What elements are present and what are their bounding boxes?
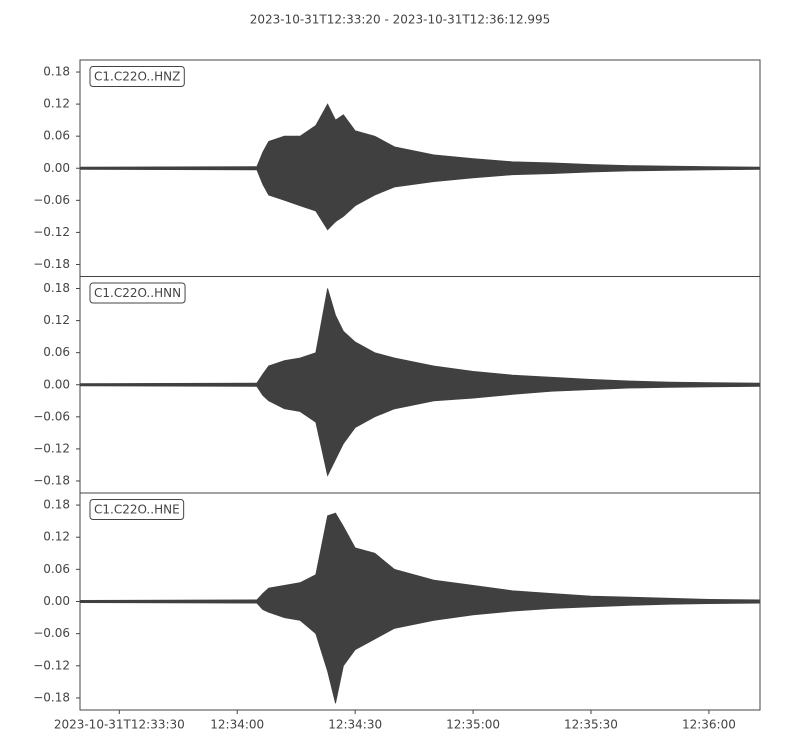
waveform-envelope (79, 103, 761, 169)
y-tick-label: −0.18 (33, 473, 70, 487)
y-tick-label: 0.00 (43, 377, 70, 391)
waveform-envelope (79, 384, 761, 477)
y-tick-label: 0.12 (43, 530, 70, 544)
waveform-envelope (79, 512, 761, 602)
y-tick-label: 0.00 (43, 594, 70, 608)
y-tick-label: 0.18 (43, 65, 70, 79)
y-tick-label: −0.06 (33, 409, 70, 423)
y-tick-label: −0.06 (33, 626, 70, 640)
trace-label-box (89, 66, 185, 87)
y-tick-label: −0.18 (33, 257, 70, 271)
x-tick-label: 12:34:30 (328, 718, 382, 732)
y-tick-label: 0.06 (43, 345, 70, 359)
x-tick-label: 12:34:00 (210, 718, 264, 732)
y-tick-label: −0.18 (33, 690, 70, 704)
waveform-envelope (79, 601, 761, 704)
y-tick-label: 0.12 (43, 313, 70, 327)
trace-label: C1.C22O..HNZ (94, 70, 180, 84)
y-tick-label: −0.06 (33, 193, 70, 207)
y-tick-label: −0.12 (33, 441, 70, 455)
x-tick-label: 12:35:30 (564, 718, 618, 732)
x-tick-label: 12:35:00 (446, 718, 500, 732)
y-tick-label: −0.12 (33, 658, 70, 672)
waveform-envelope (79, 288, 761, 386)
y-tick-label: 0.18 (43, 498, 70, 512)
y-tick-label: 0.00 (43, 161, 70, 175)
trace-label-box (89, 282, 186, 304)
y-tick-label: 0.06 (43, 562, 70, 576)
figure-title: 2023-10-31T12:33:20 - 2023-10-31T12:36:1… (250, 13, 551, 27)
trace-label: C1.C22O..HNE (94, 503, 180, 517)
y-tick-label: 0.18 (43, 281, 70, 295)
y-tick-label: −0.12 (33, 225, 70, 239)
trace-label-box (89, 499, 185, 520)
waveform-envelope (79, 167, 761, 231)
trace-label: C1.C22O..HNN (94, 286, 181, 300)
y-tick-label: 0.06 (43, 129, 70, 143)
x-tick-label: 2023-10-31T12:33:30 (54, 718, 185, 732)
axes-frame (79, 492, 761, 711)
y-tick-label: 0.12 (43, 97, 70, 111)
x-tick-label: 12:36:00 (682, 718, 736, 732)
